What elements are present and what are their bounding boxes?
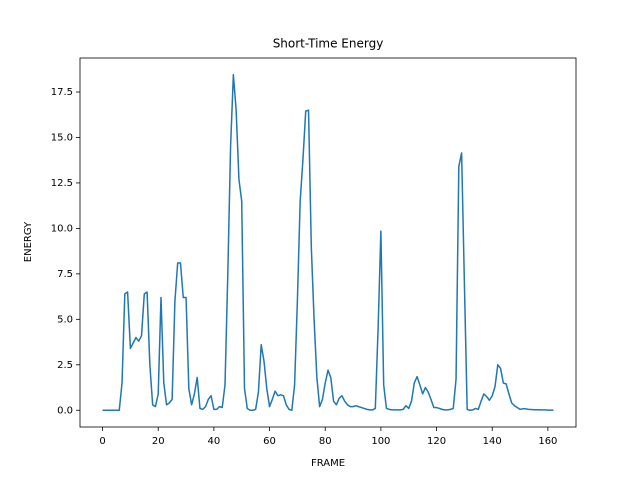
- y-tick-label: 17.5: [51, 87, 73, 98]
- x-tick-label: 160: [538, 436, 557, 447]
- x-tick-label: 40: [208, 436, 221, 447]
- x-tick-label: 140: [483, 436, 502, 447]
- y-tick-label: 12.5: [51, 178, 73, 189]
- line: [102, 73, 554, 412]
- y-tick-label: 2.5: [57, 360, 73, 371]
- x-tick-label: 120: [427, 436, 446, 447]
- y-tick-label: 7.5: [57, 269, 73, 280]
- y-tick-label: 5.0: [57, 314, 73, 325]
- x-tick-label: 60: [263, 436, 276, 447]
- x-tick-label: 0: [99, 436, 105, 447]
- x-tick-label: 80: [319, 436, 332, 447]
- y-tick-label: 15.0: [51, 132, 73, 143]
- y-tick-label: 0.0: [57, 405, 73, 416]
- x-tick-label: 20: [152, 436, 165, 447]
- x-tick-label: 100: [371, 436, 390, 447]
- plot-frame: [79, 57, 577, 428]
- chart-title: Short-Time Energy: [273, 37, 384, 51]
- x-axis-label: FRAME: [311, 458, 345, 469]
- y-tick-label: 10.0: [51, 223, 73, 234]
- y-axis-label: ENERGY: [23, 221, 34, 262]
